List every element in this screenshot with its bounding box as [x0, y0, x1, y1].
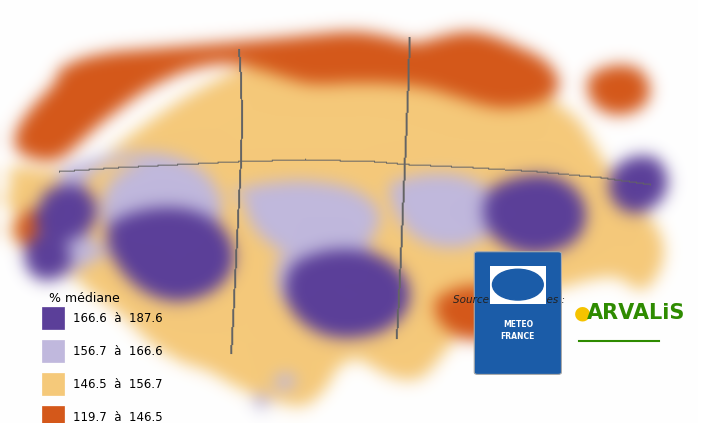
Text: METEO
FRANCE: METEO FRANCE — [501, 320, 535, 341]
Circle shape — [493, 269, 543, 300]
Bar — [42, 307, 65, 329]
Text: 146.5  à  156.7: 146.5 à 156.7 — [72, 378, 162, 391]
Text: Source des données :: Source des données : — [453, 295, 565, 304]
Text: 119.7  à  146.5: 119.7 à 146.5 — [72, 411, 162, 424]
Bar — [42, 373, 65, 395]
Text: 156.7  à  166.6: 156.7 à 166.6 — [72, 345, 162, 358]
Bar — [42, 406, 65, 425]
Bar — [42, 340, 65, 362]
Text: ●: ● — [574, 303, 591, 323]
FancyBboxPatch shape — [474, 252, 562, 374]
Text: % médiane: % médiane — [49, 292, 120, 305]
Text: ARVALiS: ARVALiS — [587, 303, 686, 323]
Text: 166.6  à  187.6: 166.6 à 187.6 — [72, 312, 162, 325]
Bar — [490, 266, 546, 303]
